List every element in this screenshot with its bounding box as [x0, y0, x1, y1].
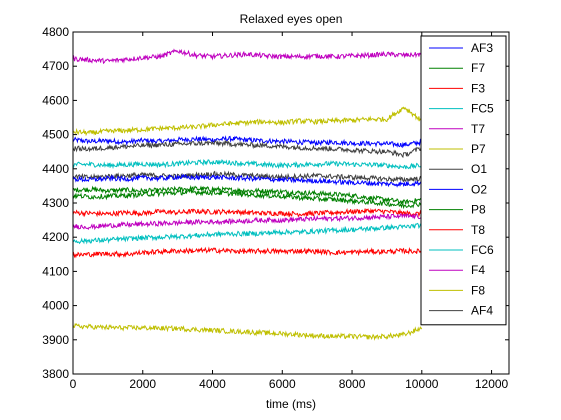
series-line-f8	[73, 322, 423, 341]
x-axis-label: time (ms)	[266, 397, 316, 411]
y-tick-label: 3900	[42, 333, 69, 347]
series-line-t8	[73, 246, 423, 259]
series-line-f3	[73, 207, 423, 218]
y-tick-label: 4100	[42, 264, 69, 278]
series-line-o2	[73, 173, 422, 188]
legend-label-p7: P7	[471, 142, 486, 156]
x-tick-label: 12000	[475, 377, 509, 391]
legend-label-t8: T8	[471, 223, 485, 237]
y-tick-label: 4400	[42, 162, 69, 176]
legend-label-af3: AF3	[471, 41, 493, 55]
y-tick-label: 3800	[42, 367, 69, 381]
x-tick-label: 10000	[405, 377, 439, 391]
series-line-f4	[73, 213, 423, 231]
legend-label-af4: AF4	[471, 304, 493, 318]
chart-title: Relaxed eyes open	[240, 12, 343, 26]
series-line-af3	[73, 135, 422, 149]
legend-label-fc6: FC6	[471, 243, 494, 257]
y-tick-label: 4200	[42, 230, 69, 244]
legend-label-o1: O1	[471, 162, 487, 176]
y-tick-label: 4000	[42, 299, 69, 313]
legend-label-t7: T7	[471, 122, 485, 136]
series-line-fc5	[73, 159, 423, 170]
legend-box	[420, 35, 507, 326]
y-tick-label: 4700	[42, 59, 69, 73]
legend-label-o2: O2	[471, 182, 487, 196]
y-tick-label: 4800	[42, 25, 69, 39]
legend-label-fc5: FC5	[471, 102, 494, 116]
x-tick-label: 2000	[129, 377, 156, 391]
series-layer	[73, 48, 423, 341]
legend-label-p8: P8	[471, 203, 486, 217]
legend-label-f8: F8	[471, 283, 485, 297]
series-line-p8	[73, 188, 423, 210]
legend-label-f7: F7	[471, 61, 485, 75]
series-line-fc6	[73, 222, 423, 245]
x-tick-label: 4000	[199, 377, 226, 391]
series-line-p7	[73, 106, 423, 137]
legend-label-f3: F3	[471, 81, 485, 95]
y-tick-label: 4500	[42, 128, 69, 142]
series-line-t7	[73, 48, 423, 65]
y-tick-label: 4300	[42, 196, 69, 210]
series-line-f7	[73, 184, 423, 205]
legend: AF3 F7 F3 FC5 T7 P7 O1 O2 P8 T8 FC6 F4 F8 AF4	[420, 35, 507, 326]
series-line-af4	[73, 139, 423, 159]
legend-label-f4: F4	[471, 263, 485, 277]
x-tick-label: 0	[70, 377, 77, 391]
x-tick-label: 8000	[339, 377, 366, 391]
x-axis: 0 2000 4000 6000 8000 10000 12000	[70, 32, 509, 391]
y-axis: 3800 3900 4000 4100 4200 4300 4400 4500 4600 4700…	[42, 25, 509, 381]
x-tick-label: 6000	[269, 377, 296, 391]
y-tick-label: 4600	[42, 93, 69, 107]
